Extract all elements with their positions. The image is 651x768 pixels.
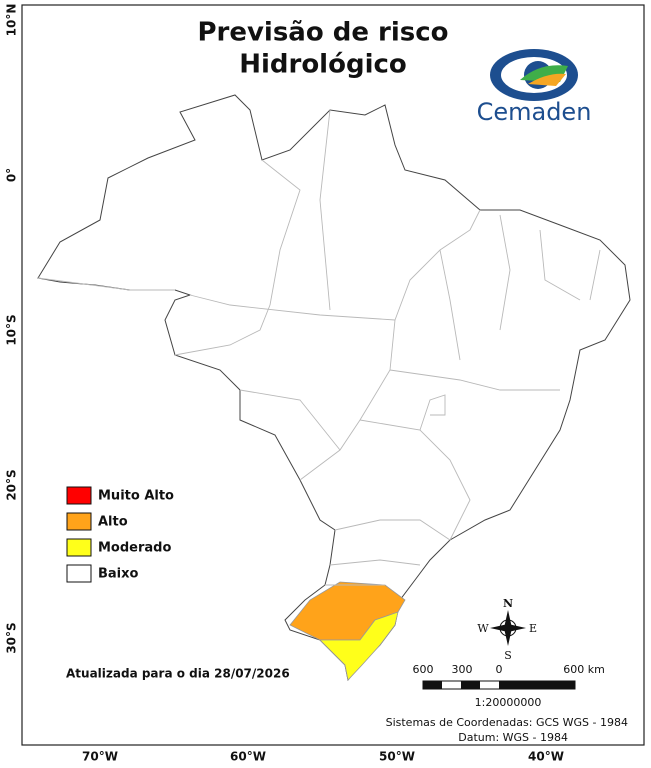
legend-swatch	[66, 512, 92, 531]
latitude-labels: 10°N 0° 10°S 20°S 30°S	[5, 4, 19, 654]
legend-label: Baixo	[98, 567, 139, 582]
scale-label: 600 km	[563, 663, 605, 676]
latitude-label: 30°S	[5, 622, 19, 653]
legend-label: Muito Alto	[98, 489, 174, 504]
legend-label: Alto	[98, 515, 128, 530]
state-borders	[37, 109, 601, 586]
datum: Datum: WGS - 1984	[458, 731, 568, 744]
compass-label: E	[529, 622, 537, 635]
latitude-label: 10°S	[5, 314, 19, 345]
scale-label: 0	[496, 663, 503, 676]
scale-label: 300	[452, 663, 473, 676]
latitude-label: 0°	[5, 168, 19, 182]
longitude-labels: 70°W 60°W 50°W 40°W	[82, 750, 564, 764]
legend: Muito Alto Alto Moderado Baixo	[66, 486, 174, 583]
latitude-label: 10°N	[5, 4, 19, 37]
longitude-label: 60°W	[230, 750, 266, 764]
latitude-label: 20°S	[5, 469, 19, 500]
logo: Cemaden	[477, 49, 592, 126]
scale-label: 600	[413, 663, 434, 676]
title: Hidrológico	[239, 50, 407, 80]
compass: N S E W	[477, 597, 537, 662]
compass-label: N	[503, 597, 513, 610]
legend-swatch	[66, 538, 92, 557]
logo-text: Cemaden	[477, 98, 592, 126]
longitude-label: 70°W	[82, 750, 118, 764]
longitude-label: 50°W	[379, 750, 415, 764]
longitude-label: 40°W	[528, 750, 564, 764]
title: Previsão de risco	[197, 18, 448, 48]
compass-label: W	[477, 622, 489, 635]
coordinate-system: Sistemas de Coordenadas: GCS WGS - 1984	[386, 716, 628, 729]
scale-bar: 600 300 0 600 km 1:20000000	[413, 663, 605, 709]
scale-ratio: 1:20000000	[475, 696, 542, 709]
legend-swatch	[66, 564, 92, 583]
update-date: Atualizada para o dia 28/07/2026	[66, 667, 290, 681]
legend-label: Moderado	[98, 541, 171, 556]
compass-label: S	[504, 649, 512, 662]
legend-swatch	[66, 486, 92, 505]
risk-area	[319, 611, 399, 681]
